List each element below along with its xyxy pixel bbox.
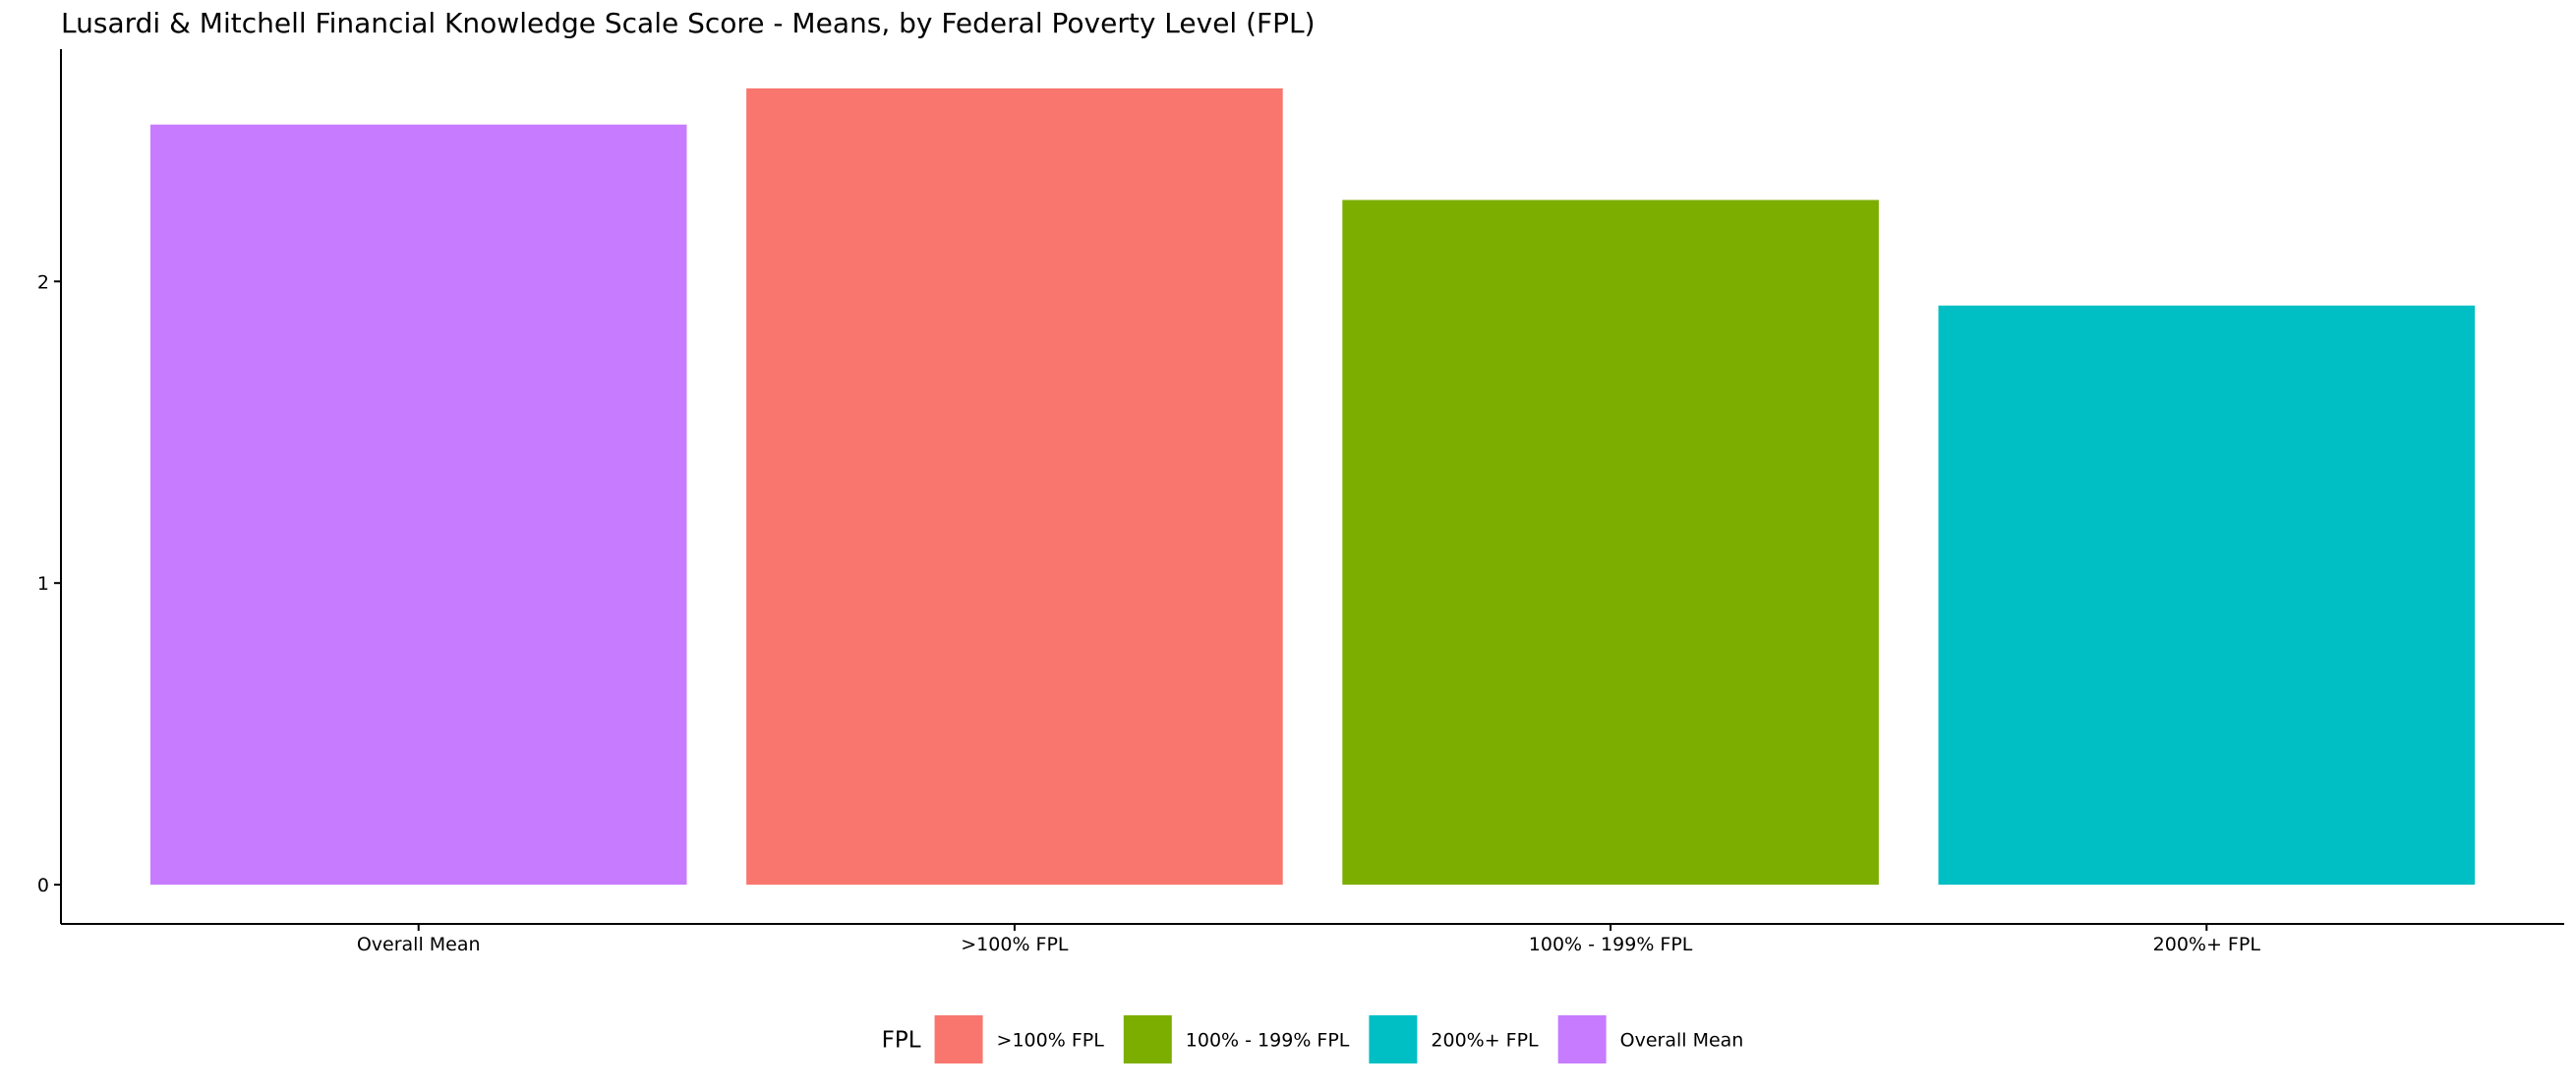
bar: [149, 124, 687, 886]
legend-label: 200%+ FPL: [1431, 1030, 1539, 1052]
x-tick-label: 100% - 199% FPL: [1529, 934, 1693, 955]
x-tick-label: Overall Mean: [357, 934, 481, 955]
legend-key: [1123, 1015, 1172, 1063]
legend-title: FPL: [882, 1028, 921, 1054]
legend-key: [1557, 1015, 1607, 1063]
legend-label: >100% FPL: [997, 1030, 1105, 1052]
bar: [1342, 200, 1879, 886]
y-tick-label: 1: [37, 573, 49, 595]
legend-key: [934, 1015, 983, 1063]
bar: [1938, 305, 2476, 886]
y-tick-label: 2: [37, 271, 49, 293]
chart-title: Lusardi & Mitchell Financial Knowledge S…: [61, 7, 1316, 39]
y-tick-label: 0: [37, 875, 49, 896]
axes-layer: 0 1 2 Overall Mean >100% FPL 100% - 199% FPL 2…: [37, 49, 2564, 955]
legend: FPL >100% FPL 100% - 199% FPL 200%+ FPL Over…: [882, 1015, 1744, 1063]
legend-label: Overall Mean: [1620, 1030, 1744, 1052]
legend-key: [1369, 1015, 1418, 1063]
legend-label: 100% - 199% FPL: [1186, 1030, 1350, 1052]
bar: [746, 87, 1283, 886]
bars-layer: [149, 87, 2476, 886]
x-tick-label: >100% FPL: [961, 934, 1069, 955]
x-tick-label: 200%+ FPL: [2153, 934, 2261, 955]
